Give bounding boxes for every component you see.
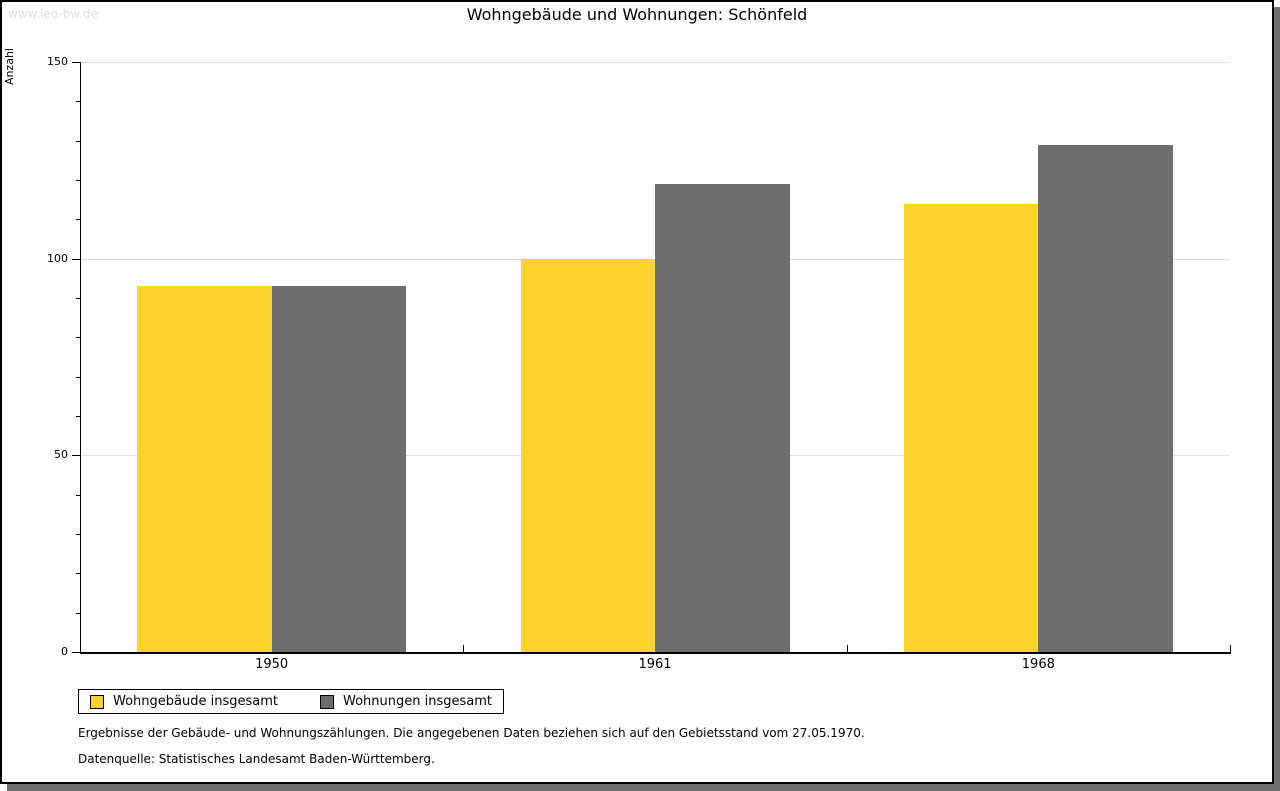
- bar-wohngebaeude-1950: [137, 286, 272, 652]
- chart-title: Wohngebäude und Wohnungen: Schönfeld: [466, 5, 808, 24]
- y-minor-tick: [76, 298, 80, 299]
- x-axis-label: 1950: [255, 657, 289, 672]
- bar-wohngebaeude-1961: [520, 258, 655, 652]
- x-axis-line: [80, 652, 1231, 654]
- y-minor-tick: [76, 337, 80, 339]
- x-boundary-tick: [1230, 645, 1231, 652]
- footnote-source-note: Ergebnisse der Gebäude- und Wohnungszähl…: [78, 726, 865, 740]
- y-minor-tick: [76, 416, 80, 417]
- y-minor-tick: [76, 140, 80, 142]
- legend-swatch-wohngebaeude: [90, 694, 104, 709]
- y-axis-label: 150: [47, 55, 68, 68]
- legend-label: Wohngebäude insgesamt: [113, 694, 278, 709]
- y-axis-label: 50: [54, 448, 68, 462]
- footnote-data-source: Datenquelle: Statistisches Landesamt Bad…: [78, 752, 435, 766]
- y-minor-tick: [76, 612, 80, 614]
- y-major-tick: [72, 652, 80, 653]
- x-boundary-tick: [463, 645, 465, 652]
- y-axis-title: Anzahl: [3, 48, 16, 86]
- y-minor-tick: [76, 376, 80, 378]
- x-axis-label: 1968: [1021, 657, 1055, 672]
- bar-wohngebaeude-1968: [903, 203, 1039, 652]
- bar-wohnungen-1968: [1038, 144, 1173, 652]
- y-axis-label: 0: [61, 645, 68, 658]
- legend-item-wohngebaeude: Wohngebäude insgesamt: [90, 694, 278, 709]
- legend: Wohngebäude insgesamt Wohnungen insgesamt: [78, 689, 504, 714]
- y-major-tick: [72, 455, 80, 457]
- y-axis-label: 100: [47, 251, 68, 265]
- legend-label: Wohnungen insgesamt: [343, 694, 492, 709]
- gridline-150: [80, 62, 1230, 63]
- x-boundary-tick: [846, 645, 848, 652]
- legend-item-wohnungen: Wohnungen insgesamt: [320, 694, 492, 709]
- legend-swatch-wohnungen: [320, 694, 334, 709]
- y-minor-tick: [76, 101, 80, 103]
- y-minor-tick: [76, 494, 80, 496]
- y-minor-tick: [76, 180, 80, 181]
- y-minor-tick: [76, 573, 80, 575]
- y-axis-line: [80, 62, 81, 652]
- watermark: www.leo-bw.de: [8, 7, 98, 21]
- y-minor-tick: [76, 534, 80, 535]
- bar-wohnungen-1961: [655, 183, 790, 652]
- x-axis-label: 1961: [638, 657, 672, 672]
- bar-wohnungen-1950: [271, 286, 407, 652]
- y-major-tick: [72, 258, 80, 260]
- y-minor-tick: [76, 219, 80, 221]
- y-major-tick: [72, 62, 80, 63]
